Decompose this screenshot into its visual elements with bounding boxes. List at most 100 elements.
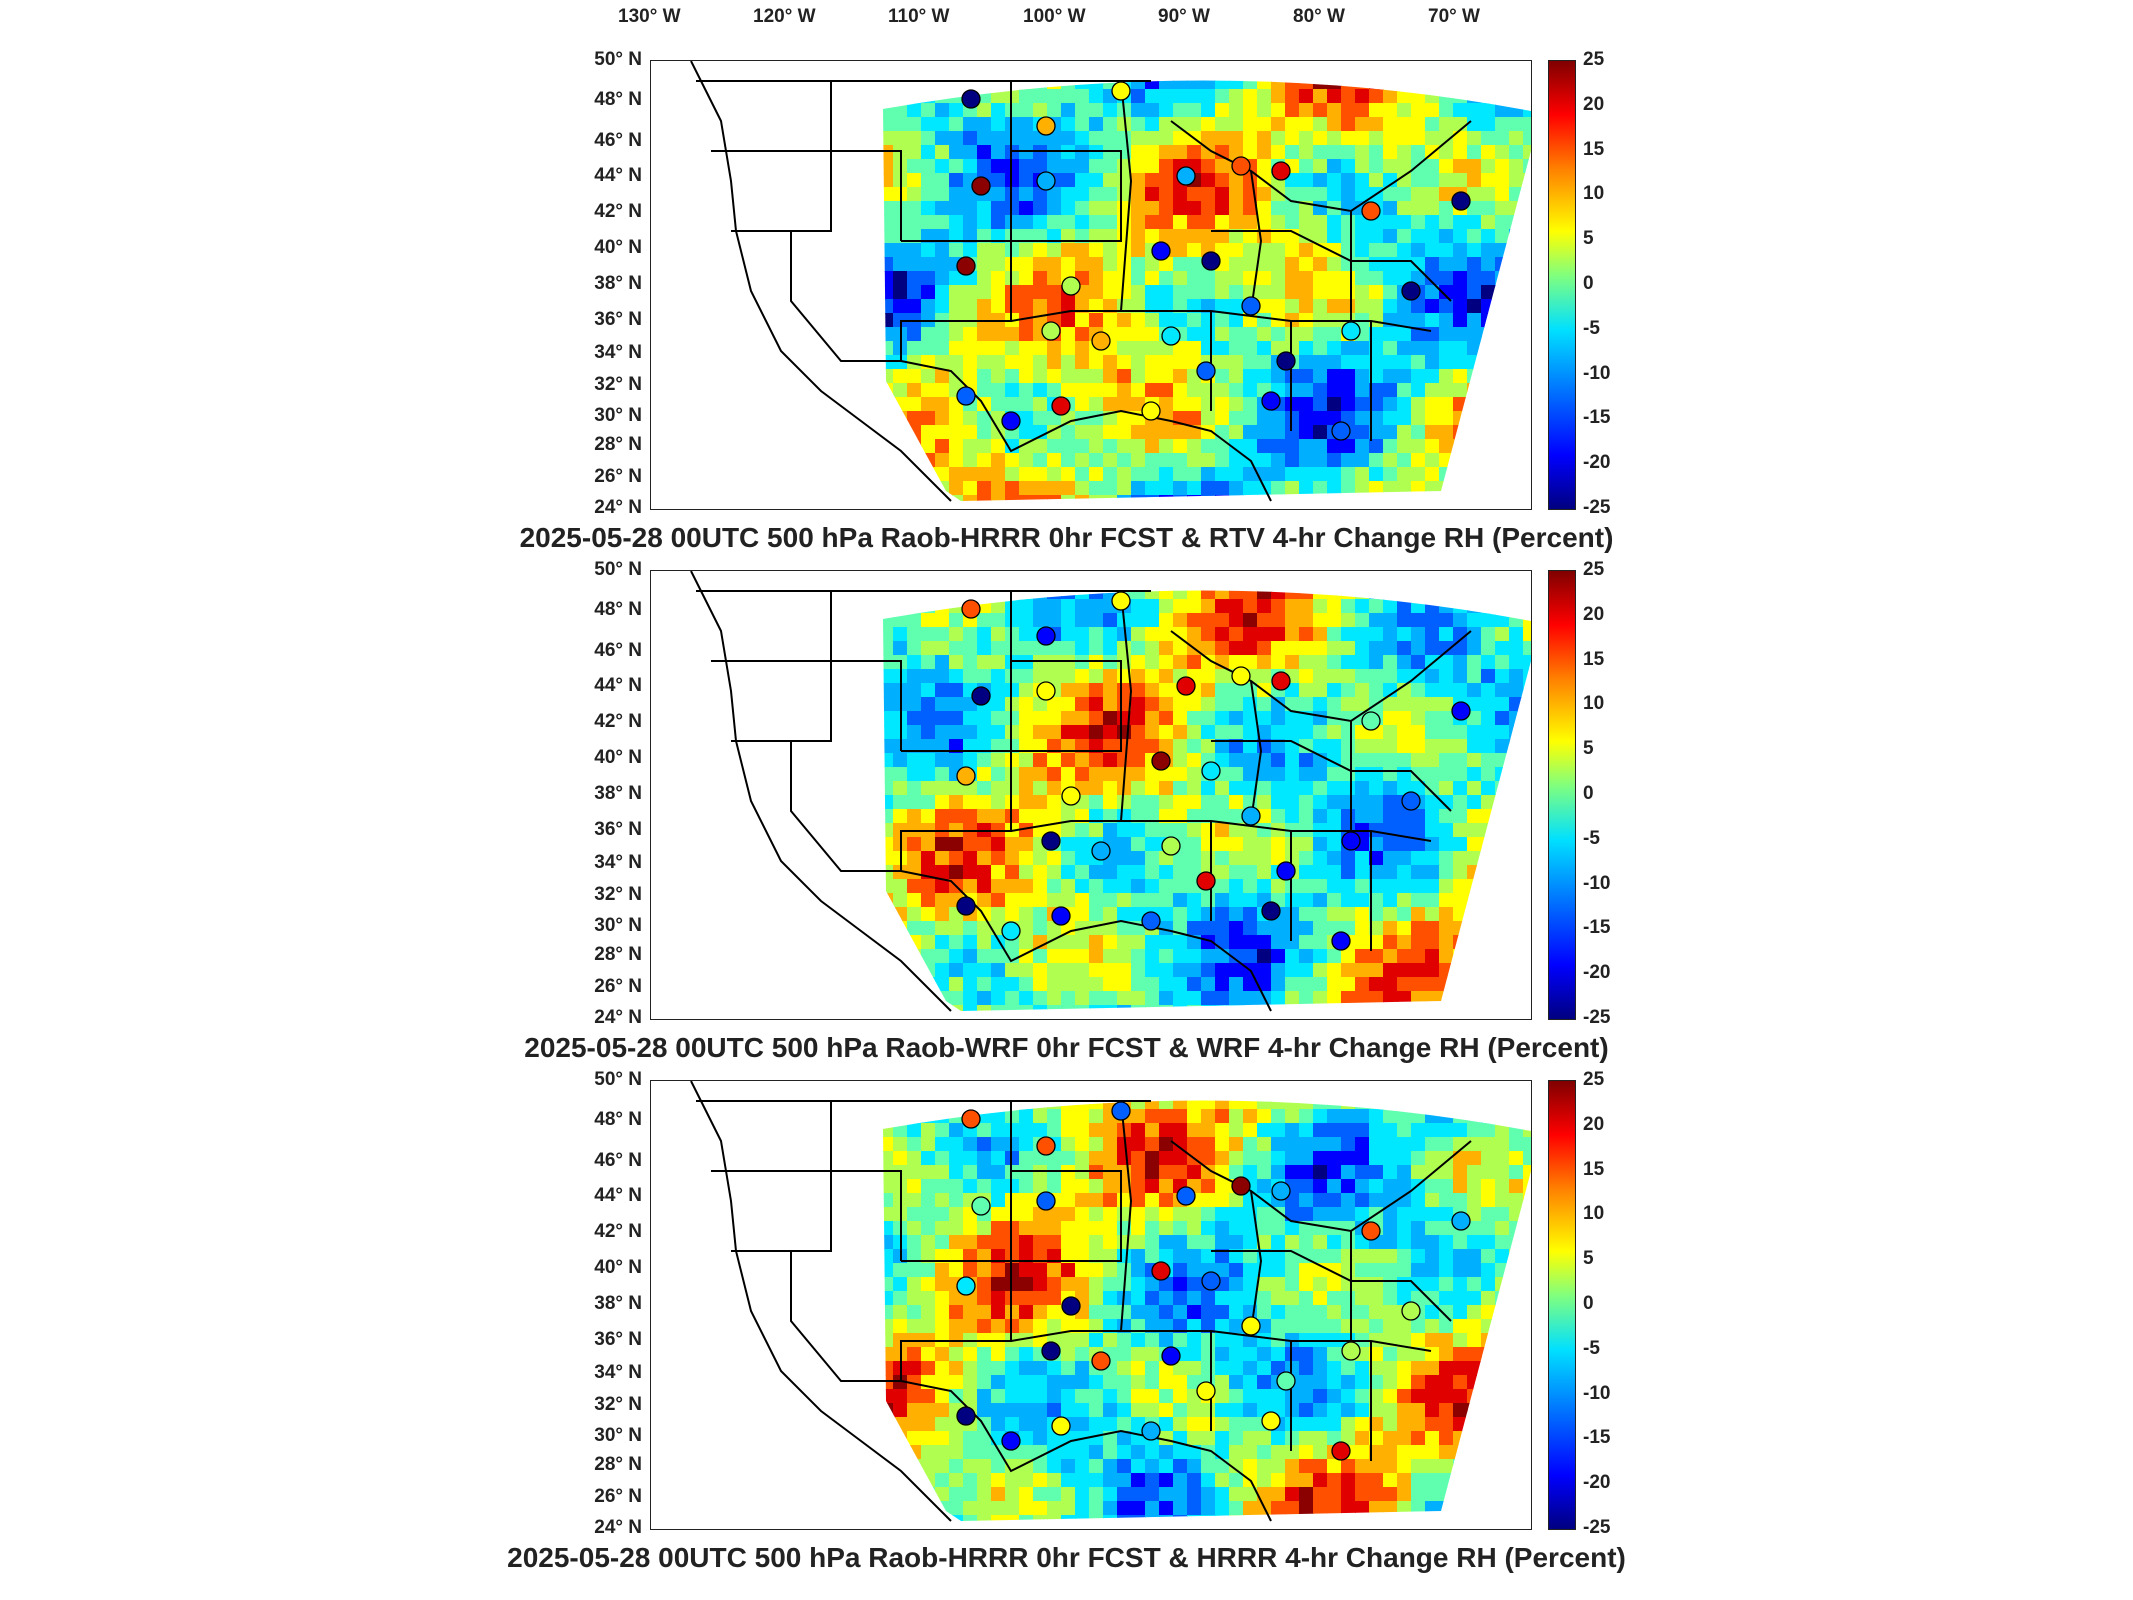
rh-field-cell — [1369, 173, 1384, 188]
boundary-line — [830, 1101, 902, 1261]
rh-field-cell — [1117, 327, 1132, 342]
rh-field-cell — [851, 369, 866, 384]
rh-field-cell — [893, 481, 908, 496]
rh-field-cell — [907, 1361, 922, 1376]
rh-field-cell — [865, 1179, 880, 1194]
rh-field-cell — [1005, 809, 1020, 824]
rh-field-cell — [1019, 590, 1034, 600]
rh-field-cell — [1327, 1459, 1342, 1474]
rh-field-cell — [935, 355, 950, 370]
rh-field-cell — [1369, 495, 1384, 502]
rh-field-cell — [1369, 907, 1384, 922]
latitude-label: 44° N — [594, 675, 642, 697]
rh-field-cell — [1257, 1487, 1272, 1502]
rh-field-cell — [1215, 1221, 1230, 1236]
rh-field-cell — [1075, 159, 1090, 174]
rh-field-cell — [1005, 1005, 1020, 1012]
latitude-label: 48° N — [594, 1109, 642, 1131]
colorbar-tick: 10 — [1583, 1203, 1605, 1225]
raob-station-marker — [1341, 321, 1361, 341]
rh-field-cell — [851, 1221, 866, 1236]
rh-field-cell — [1005, 1193, 1020, 1208]
rh-field-cell — [1229, 1515, 1244, 1522]
rh-field-cell — [1509, 1100, 1524, 1110]
rh-field-cell — [1285, 1235, 1300, 1250]
rh-field-cell — [1061, 669, 1076, 684]
rh-field-cell — [1005, 683, 1020, 698]
rh-field-cell — [1159, 131, 1174, 146]
rh-field-cell — [1061, 1459, 1076, 1474]
rh-field-cell — [1061, 1515, 1076, 1522]
rh-field-cell — [1509, 1403, 1524, 1418]
rh-field-cell — [921, 1389, 936, 1404]
rh-field-cell — [1019, 397, 1034, 412]
rh-field-cell — [963, 590, 978, 600]
rh-field-cell — [1215, 1123, 1230, 1138]
rh-field-cell — [1341, 627, 1356, 642]
rh-field-cell — [1341, 865, 1356, 880]
rh-field-cell — [1089, 439, 1104, 454]
rh-field-cell — [883, 1445, 894, 1460]
rh-field-cell — [1271, 1305, 1286, 1320]
rh-field-cell — [1355, 935, 1370, 950]
rh-field-cell — [1495, 1005, 1510, 1012]
rh-field-cell — [1145, 1277, 1160, 1292]
rh-field-cell — [1201, 571, 1216, 586]
rh-field-cell — [1495, 1473, 1510, 1488]
rh-field-cell — [1411, 1487, 1426, 1502]
rh-field-cell — [921, 1417, 936, 1432]
rh-field-cell — [1341, 1249, 1356, 1264]
rh-field-cell — [1229, 229, 1244, 244]
rh-field-cell — [1229, 977, 1244, 992]
rh-field-cell — [1383, 590, 1398, 600]
rh-field-cell — [1033, 725, 1048, 740]
boundary-line — [900, 870, 1272, 1012]
rh-field-cell — [851, 243, 866, 258]
rh-field-cell — [1439, 1100, 1454, 1110]
rh-field-cell — [1103, 1081, 1118, 1096]
rh-field-cell — [1425, 1277, 1440, 1292]
rh-field-cell — [1397, 1515, 1412, 1522]
rh-field-cell — [1495, 369, 1510, 384]
rh-field-cell — [1033, 977, 1048, 992]
rh-field-cell — [935, 215, 950, 230]
rh-field-cell — [1313, 641, 1328, 656]
rh-field-cell — [1033, 571, 1048, 586]
rh-field-cell — [1509, 1487, 1524, 1502]
rh-field-cell — [851, 215, 866, 230]
rh-field-cell — [1285, 201, 1300, 216]
rh-field-cell — [1355, 627, 1370, 642]
rh-field-cell — [1481, 590, 1496, 600]
rh-field-cell — [1089, 453, 1104, 468]
rh-field-cell — [1285, 893, 1300, 908]
rh-field-cell — [865, 467, 880, 482]
rh-field-cell — [1355, 1263, 1370, 1278]
rh-field-cell — [1313, 907, 1328, 922]
rh-field-cell — [1159, 739, 1174, 754]
rh-field-cell — [1131, 851, 1146, 866]
rh-field-cell — [1047, 425, 1062, 440]
rh-field-cell — [1509, 963, 1524, 978]
rh-field-cell — [1033, 795, 1048, 810]
raob-station-marker — [956, 896, 976, 916]
rh-field-cell — [1355, 1375, 1370, 1390]
rh-field-cell — [1103, 1515, 1118, 1522]
rh-field-cell — [1523, 1473, 1531, 1488]
rh-field-cell — [991, 467, 1006, 482]
rh-field-cell — [907, 481, 922, 496]
rh-field-cell — [1299, 1291, 1314, 1306]
rh-field-cell — [1369, 865, 1384, 880]
rh-field-cell — [907, 187, 922, 202]
rh-field-cell — [1117, 439, 1132, 454]
rh-field-cell — [1495, 117, 1510, 132]
rh-field-cell — [1313, 1389, 1328, 1404]
rh-field-cell — [1075, 977, 1090, 992]
rh-field-cell — [1243, 369, 1258, 384]
rh-field-cell — [1005, 711, 1020, 726]
rh-field-cell — [1453, 977, 1468, 992]
rh-field-cell — [1313, 439, 1328, 454]
rh-field-cell — [879, 61, 894, 76]
rh-field-cell — [1215, 795, 1230, 810]
rh-field-cell — [883, 1100, 894, 1110]
rh-field-cell — [1299, 159, 1314, 174]
